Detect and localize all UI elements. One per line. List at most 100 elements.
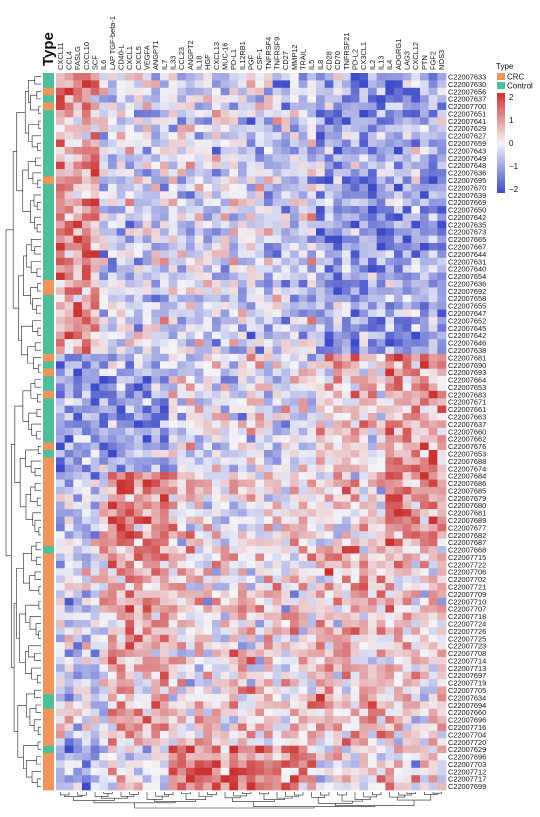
heatmap-cell [420, 597, 430, 606]
heatmap-cell [376, 176, 386, 185]
heatmap-cell [428, 169, 438, 177]
heatmap-cell [168, 730, 178, 739]
heatmap-cell [90, 405, 100, 414]
heatmap-cell [350, 124, 360, 133]
heatmap-cell [298, 117, 308, 126]
heatmap-cell [220, 472, 230, 480]
heatmap-cell [281, 302, 291, 310]
heatmap-cell [56, 516, 66, 525]
column-label: CXCL5 [134, 46, 143, 70]
heatmap-cell [238, 575, 248, 584]
heatmap-cell [394, 398, 404, 406]
heatmap-cell [64, 605, 74, 613]
column-label: LAP TGF-beta-1 [108, 16, 117, 70]
heatmap-cell [298, 553, 308, 562]
heatmap-cell [376, 679, 386, 687]
heatmap-cell [151, 302, 161, 310]
heatmap-cell [385, 671, 395, 680]
heatmap-cell [316, 353, 326, 362]
heatmap-cell [203, 102, 213, 111]
heatmap-cell [160, 782, 170, 791]
column-dendrogram-branch [224, 792, 241, 799]
heatmap-cell [324, 679, 334, 687]
heatmap-cell [56, 220, 66, 229]
heatmap-cell [160, 708, 170, 717]
heatmap-cell [82, 361, 92, 370]
heatmap-cell [56, 139, 66, 148]
type-cell [43, 656, 54, 665]
heatmap-cell [177, 457, 187, 466]
heatmap-cell [394, 656, 404, 665]
heatmap-cell [56, 767, 66, 776]
heatmap-cell [229, 464, 239, 473]
heatmap-cell [316, 575, 326, 584]
heatmap-cell [307, 176, 317, 185]
heatmap-cell [99, 435, 109, 443]
heatmap-cell [264, 464, 274, 473]
heatmap-cell [177, 575, 187, 584]
heatmap-cell [402, 220, 412, 229]
heatmap-cell [73, 257, 83, 266]
heatmap-cell [229, 109, 239, 118]
heatmap-cell [411, 516, 421, 525]
heatmap-cell [307, 738, 317, 746]
type-cell [43, 523, 54, 532]
heatmap-cell [82, 235, 92, 244]
heatmap-cell [350, 738, 360, 746]
heatmap-cell [229, 87, 239, 96]
type-cell [43, 605, 54, 613]
heatmap-cell [428, 605, 438, 613]
heatmap-cell [437, 102, 447, 111]
heatmap-cell [177, 568, 187, 576]
heatmap-cell [194, 753, 204, 761]
heatmap-cell [90, 516, 100, 525]
heatmap-cell [177, 287, 187, 296]
heatmap-cell [272, 324, 282, 333]
heatmap-cell [56, 302, 66, 310]
heatmap-cell [177, 146, 187, 155]
heatmap-cell [168, 287, 178, 296]
heatmap-cell [238, 272, 248, 281]
heatmap-cell [229, 553, 239, 562]
heatmap-cell [402, 605, 412, 613]
row-label: C22007696 [448, 716, 486, 725]
heatmap-cell [385, 398, 395, 406]
heatmap-cell [272, 782, 282, 791]
heatmap-cell [437, 782, 447, 791]
heatmap-cell [142, 353, 152, 362]
heatmap-cell [298, 575, 308, 584]
column-label: MMP12 [290, 45, 299, 70]
heatmap-cell [333, 213, 343, 222]
column-label: IL7 [160, 60, 169, 70]
heatmap-cell [134, 575, 144, 584]
heatmap-cell [151, 472, 161, 480]
heatmap-cell [307, 139, 317, 148]
heatmap-cell [350, 775, 360, 783]
heatmap-cell [125, 686, 135, 695]
heatmap-cell [168, 146, 178, 155]
column-label: HGF [203, 54, 212, 70]
heatmap-cell [420, 509, 430, 517]
row-dendrogram-branch [30, 460, 41, 473]
heatmap-cell [290, 723, 300, 732]
heatmap-cell [428, 583, 438, 591]
heatmap-cell [151, 109, 161, 118]
heatmap-cell [73, 87, 83, 96]
heatmap-cell [307, 708, 317, 717]
heatmap-cell [64, 302, 74, 310]
heatmap-cell [246, 738, 256, 746]
heatmap-cell [281, 449, 291, 458]
heatmap-cell [90, 183, 100, 192]
heatmap-cell [359, 538, 369, 547]
heatmap-cell [56, 553, 66, 562]
heatmap-cell [220, 738, 230, 746]
heatmap-cell [281, 353, 291, 362]
heatmap-cell [56, 405, 66, 414]
heatmap-cell [402, 398, 412, 406]
heatmap-cell [151, 612, 161, 621]
heatmap-cell [368, 775, 378, 783]
heatmap-cell [324, 390, 334, 399]
heatmap-cell [82, 390, 92, 399]
heatmap-cell [290, 753, 300, 761]
heatmap-cell [212, 753, 222, 761]
